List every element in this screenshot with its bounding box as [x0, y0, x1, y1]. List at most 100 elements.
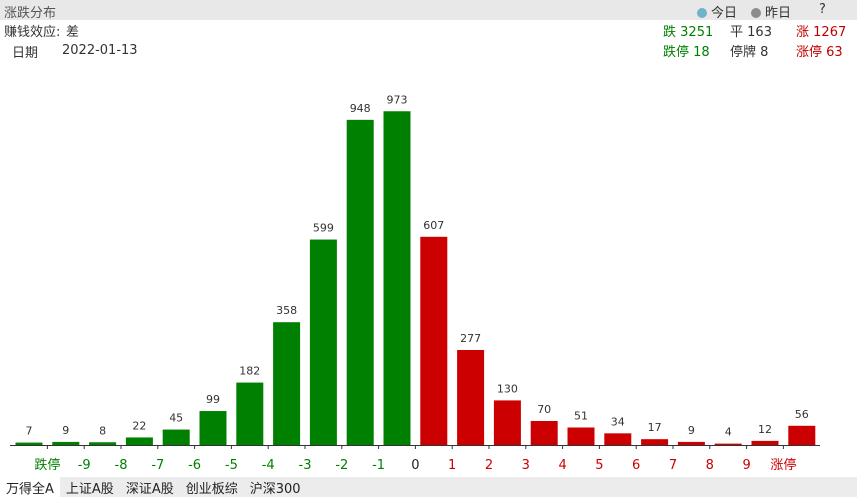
- x-tick-label: 6: [632, 458, 640, 473]
- value-label: 599: [313, 222, 334, 235]
- bar: [309, 239, 337, 445]
- tabs: 万得全A 上证A股 深证A股 创业板综 沪深300: [0, 477, 857, 497]
- title-bar: [0, 0, 857, 20]
- help[interactable]: ?: [819, 2, 826, 17]
- value-label: 8: [99, 424, 106, 437]
- value-label: 99: [206, 393, 220, 406]
- value-label: 12: [758, 423, 772, 436]
- value-label: 70: [537, 403, 551, 416]
- stat-value: 3251: [680, 25, 714, 40]
- value-label: 948: [350, 102, 371, 115]
- stat-label: 平: [730, 25, 744, 40]
- tab[interactable]: 创业板综: [185, 482, 238, 497]
- bar: [530, 420, 558, 445]
- bar: [751, 440, 779, 445]
- effect-value: 差: [66, 25, 80, 40]
- stat-label: 停牌: [730, 45, 757, 60]
- bar: [457, 349, 485, 445]
- stat: 涨停 63: [796, 41, 843, 60]
- bar: [714, 443, 742, 445]
- stat-value: 63: [826, 45, 843, 60]
- x-tick-label: -8: [115, 458, 128, 473]
- x-tick-label: 2: [485, 458, 493, 473]
- stat: 停牌 8: [730, 41, 768, 60]
- x-tick-label: -3: [299, 458, 312, 473]
- stat: 涨 1267: [796, 21, 846, 40]
- x-tick-label: -1: [372, 458, 385, 473]
- bar: [493, 400, 521, 445]
- bar: [383, 111, 411, 446]
- value-label: 277: [460, 332, 481, 345]
- bar: [236, 382, 264, 445]
- x-tick-label: -4: [262, 458, 275, 473]
- stat-label: 涨停: [796, 45, 823, 60]
- value-label: 56: [795, 408, 809, 421]
- bar: [52, 441, 80, 445]
- value-label: 973: [387, 93, 408, 106]
- stat: 平 163: [730, 21, 772, 40]
- bar: [641, 439, 669, 445]
- bar: [788, 425, 816, 445]
- value-label: 607: [423, 219, 444, 232]
- bar: [420, 236, 448, 445]
- value-label: 7: [26, 425, 33, 438]
- legend-swatch: [751, 8, 762, 18]
- x-tick-label: -7: [151, 458, 164, 473]
- value-label: 130: [497, 382, 518, 395]
- value-label: 9: [62, 424, 69, 437]
- x-tick-label: 1: [448, 458, 456, 473]
- bar: [567, 427, 595, 445]
- stat-value: 1267: [813, 25, 847, 40]
- value-label: 51: [574, 410, 588, 423]
- x-tick-label: 0: [411, 458, 419, 473]
- bar: [15, 442, 43, 445]
- x-tick-label: 5: [595, 458, 603, 473]
- legend-label: 昨日: [765, 6, 792, 21]
- tab[interactable]: 万得全A: [0, 477, 60, 497]
- legend-label: 今日: [711, 6, 738, 21]
- x-tick-label: -2: [335, 458, 348, 473]
- value-label: 358: [276, 304, 297, 317]
- bar: [199, 411, 227, 445]
- value-label: 4: [725, 426, 732, 439]
- x-tick-label: 4: [558, 458, 566, 473]
- value-label: 45: [169, 412, 183, 425]
- stat-label: 跌: [663, 25, 677, 40]
- x-tick-label: -6: [188, 458, 201, 473]
- date-label: 日期: [12, 46, 39, 61]
- value-label: 34: [611, 415, 625, 428]
- date: 2022-01-13: [62, 43, 138, 58]
- stat-label: 涨: [796, 25, 810, 40]
- x-tick-label: 9: [742, 458, 750, 473]
- x-tick-label: -9: [78, 458, 91, 473]
- bar: [89, 442, 117, 445]
- tab[interactable]: 上证A股: [65, 482, 114, 497]
- legend-swatch: [697, 8, 707, 18]
- stat: 跌停 18: [663, 41, 710, 60]
- tab[interactable]: 深证A股: [125, 482, 174, 497]
- x-tick-label: 涨停: [770, 457, 796, 473]
- x-tick-label: 8: [706, 458, 714, 473]
- value-label: 22: [132, 419, 146, 432]
- x-tick-label: 跌停: [34, 457, 60, 473]
- stat-value: 163: [747, 25, 772, 40]
- bar: [125, 437, 153, 445]
- effect-label: 赚钱效应:: [4, 25, 61, 40]
- stat: 跌 3251: [663, 21, 713, 40]
- value-label: 9: [688, 424, 695, 437]
- title: 涨跌分布: [4, 6, 57, 21]
- value-label: 17: [648, 421, 662, 434]
- tab[interactable]: 沪深300: [249, 482, 301, 497]
- bar: [162, 429, 190, 445]
- value-label: 182: [239, 365, 260, 378]
- bar: [273, 322, 301, 445]
- stat-value: 8: [760, 45, 769, 60]
- bar: [677, 441, 705, 445]
- stat-label: 跌停: [663, 45, 690, 60]
- x-tick-label: 3: [522, 458, 530, 473]
- bar: [346, 119, 374, 445]
- stat-value: 18: [693, 45, 710, 60]
- x-tick-label: -5: [225, 458, 238, 473]
